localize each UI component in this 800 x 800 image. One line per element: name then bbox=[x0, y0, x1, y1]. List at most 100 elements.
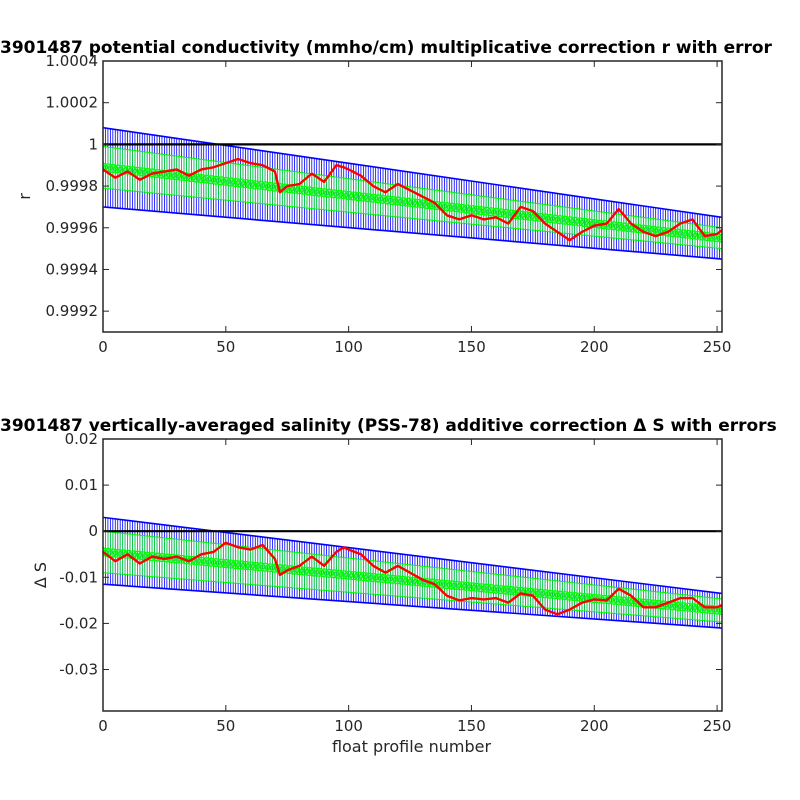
salinity-correction-panel: 0 50 100 150 200 250 -0.03 -0.02 -0.01 0 0.01 0.023… bbox=[0, 416, 777, 756]
fit-point bbox=[221, 558, 231, 569]
fit-point bbox=[511, 586, 521, 596]
fit-point bbox=[373, 194, 383, 204]
x-tick-label: 150 bbox=[457, 717, 486, 735]
y-tick-label: 0.9998 bbox=[46, 177, 99, 195]
fit-point bbox=[319, 187, 329, 198]
fit-point bbox=[682, 229, 693, 239]
fit-point bbox=[515, 586, 526, 597]
fit-point bbox=[702, 604, 712, 614]
fit-point bbox=[442, 579, 452, 590]
fit-point bbox=[560, 215, 570, 225]
fit-point bbox=[402, 197, 413, 207]
fit-point bbox=[678, 602, 688, 612]
fit-point bbox=[481, 206, 491, 216]
fit-point bbox=[511, 209, 521, 220]
fit-point bbox=[466, 204, 477, 215]
fit-point bbox=[363, 572, 373, 582]
fit-point bbox=[417, 199, 427, 209]
fit-point bbox=[407, 576, 418, 586]
fit-point bbox=[432, 200, 442, 211]
fit-point bbox=[422, 199, 432, 210]
fit-point bbox=[461, 581, 472, 591]
fit-point bbox=[235, 560, 246, 570]
fit-point bbox=[393, 575, 403, 585]
fit-point bbox=[216, 176, 226, 186]
x-tick-label: 150 bbox=[457, 338, 486, 356]
fit-point bbox=[673, 228, 683, 238]
x-tick-label: 100 bbox=[334, 717, 363, 735]
fit-point bbox=[609, 221, 619, 231]
fit-point bbox=[496, 584, 506, 595]
fit-point bbox=[476, 583, 486, 593]
y-tick-label: -0.02 bbox=[59, 614, 98, 632]
fit-point bbox=[334, 569, 344, 579]
y-tick-label: 1 bbox=[88, 135, 98, 153]
fit-point bbox=[378, 194, 388, 205]
fit-point bbox=[314, 567, 324, 578]
fit-point bbox=[515, 210, 526, 220]
x-tick-label: 250 bbox=[703, 338, 732, 356]
fit-point bbox=[609, 595, 619, 605]
fit-point bbox=[678, 229, 688, 239]
fit-point bbox=[339, 190, 349, 200]
fit-point bbox=[486, 207, 496, 217]
fit-point bbox=[368, 193, 378, 203]
fit-point bbox=[565, 591, 575, 601]
fit-point bbox=[447, 202, 457, 212]
fit-point bbox=[452, 580, 462, 591]
fit-point bbox=[137, 551, 147, 561]
fit-point bbox=[230, 177, 241, 188]
fit-point bbox=[191, 173, 201, 183]
fit-point bbox=[501, 585, 511, 595]
fit-point bbox=[560, 590, 570, 601]
fit-point bbox=[378, 573, 388, 584]
fit-point bbox=[388, 574, 398, 585]
fit-point bbox=[240, 178, 251, 189]
fit-point bbox=[393, 196, 403, 206]
fit-point bbox=[717, 605, 722, 616]
fit-point bbox=[353, 191, 364, 202]
conductivity-correction-panel: 0 50 100 150 200 250 0.9992 0.9994 0.9996 0.9998 1… bbox=[0, 38, 773, 356]
fit-point bbox=[137, 167, 147, 177]
plot-layer bbox=[103, 516, 722, 629]
fit-point bbox=[565, 216, 575, 226]
fit-point bbox=[398, 196, 408, 207]
fit-point bbox=[368, 572, 378, 583]
x-tick-label: 0 bbox=[98, 338, 108, 356]
fit-point bbox=[358, 571, 369, 582]
fit-point bbox=[319, 568, 329, 578]
fit-point bbox=[108, 163, 118, 174]
fit-point bbox=[437, 579, 447, 589]
fit-point bbox=[226, 559, 236, 569]
fit-point bbox=[334, 189, 344, 199]
fit-point bbox=[717, 233, 722, 243]
y-tick-label: 0.9994 bbox=[46, 260, 99, 278]
fit-point bbox=[555, 590, 565, 600]
error-band-upper bbox=[103, 126, 722, 219]
fit-point bbox=[447, 580, 457, 590]
fit-point bbox=[535, 212, 545, 223]
chart-title: 3901487 vertically-averaged salinity (PS… bbox=[0, 416, 777, 436]
fit-point bbox=[122, 549, 133, 559]
fit-point bbox=[550, 590, 560, 600]
fit-point bbox=[324, 568, 334, 578]
y-tick-label: 0.02 bbox=[65, 430, 98, 448]
fit-point bbox=[456, 581, 467, 591]
y-tick-label: 0.9996 bbox=[46, 219, 99, 237]
y-tick-label: 0.9992 bbox=[46, 302, 99, 320]
fit-point bbox=[633, 223, 644, 234]
fit-point bbox=[304, 186, 314, 196]
y-tick-label: 1.0002 bbox=[46, 94, 99, 112]
y-tick-label: -0.01 bbox=[59, 568, 98, 586]
fit-point bbox=[309, 567, 319, 577]
fit-point bbox=[299, 185, 310, 196]
x-tick-label: 200 bbox=[580, 717, 609, 735]
x-tick-label: 0 bbox=[98, 717, 108, 735]
fit-point bbox=[132, 166, 143, 176]
correction-line bbox=[103, 157, 722, 242]
fit-point bbox=[103, 162, 108, 172]
fit-point bbox=[299, 566, 310, 576]
fit-point bbox=[309, 186, 319, 197]
fit-point bbox=[545, 213, 555, 224]
